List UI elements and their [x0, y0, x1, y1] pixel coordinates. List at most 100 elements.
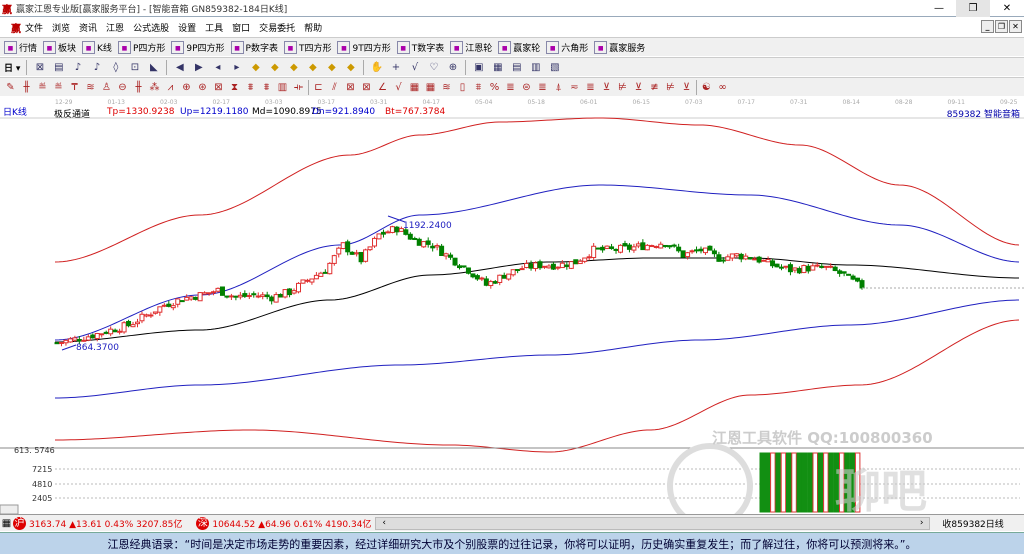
- draw-tool-icon[interactable]: ✎: [6, 81, 15, 93]
- tool-icon[interactable]: ◆: [347, 61, 355, 73]
- panel-toggle-button[interactable]: [0, 504, 19, 514]
- menu-window[interactable]: 窗口: [232, 23, 251, 34]
- draw-tool-icon[interactable]: ⊠: [346, 81, 355, 93]
- toolbar-target[interactable]: ■ 江恩轮: [450, 40, 492, 54]
- mdi-restore-button[interactable]: ❐: [995, 20, 1008, 33]
- menu-help[interactable]: 帮助: [304, 23, 323, 34]
- toolbar-hexagon[interactable]: ■ 六角形: [546, 40, 588, 54]
- draw-tool-icon[interactable]: ⊠: [214, 81, 223, 93]
- draw-tool-icon[interactable]: ⊏: [314, 81, 323, 93]
- tool-icon[interactable]: ▤: [54, 61, 64, 73]
- menu-browse[interactable]: 浏览: [52, 23, 71, 34]
- draw-tool-icon[interactable]: ☯: [702, 81, 711, 93]
- tool-icon[interactable]: √: [411, 61, 419, 73]
- tool-icon[interactable]: ✋: [370, 61, 384, 73]
- draw-tool-icon[interactable]: ₸: [71, 81, 78, 93]
- sz-index[interactable]: 10644.52 ▲64.96 0.61% 4190.34亿: [212, 519, 372, 530]
- tool-icon[interactable]: ♪: [74, 61, 82, 73]
- toolbar-9P[interactable]: ■ 9P四方形: [171, 40, 225, 54]
- toolbar-T4[interactable]: ■ T四方形: [283, 40, 331, 54]
- draw-tool-icon[interactable]: ⫽: [332, 81, 337, 93]
- menu-settings[interactable]: 设置: [178, 23, 197, 34]
- tool-icon[interactable]: ▣: [474, 61, 484, 73]
- draw-tool-icon[interactable]: ≝: [38, 81, 47, 93]
- draw-tool-icon[interactable]: ⩩: [263, 81, 270, 93]
- draw-tool-icon[interactable]: ≢: [650, 81, 659, 93]
- menu-file[interactable]: 文件: [25, 23, 44, 34]
- draw-tool-icon[interactable]: ⊭: [618, 81, 627, 93]
- toolbar-P4[interactable]: ■ P四方形: [117, 40, 165, 54]
- draw-tool-icon[interactable]: ≋: [442, 81, 451, 93]
- draw-tool-icon[interactable]: ⊛: [198, 81, 207, 93]
- horizontal-scrollbar[interactable]: ‹ ›: [375, 516, 931, 530]
- draw-tool-icon[interactable]: ⊖: [118, 81, 127, 93]
- draw-tool-icon[interactable]: ≣: [506, 81, 515, 93]
- draw-tool-icon[interactable]: ≋: [86, 81, 95, 93]
- draw-tool-icon[interactable]: ⊻: [682, 81, 691, 93]
- toolbar-grid[interactable]: ■ 行情: [4, 40, 37, 54]
- tool-icon[interactable]: ▤: [512, 61, 522, 73]
- draw-tool-icon[interactable]: ∞: [718, 81, 727, 93]
- draw-tool-icon[interactable]: ⩘: [167, 81, 174, 93]
- draw-tool-icon[interactable]: ⁂: [149, 81, 160, 93]
- tool-icon[interactable]: ▦: [493, 61, 503, 73]
- draw-tool-icon[interactable]: ⩩: [247, 81, 254, 93]
- restore-button[interactable]: ❐: [956, 0, 990, 17]
- draw-tool-icon[interactable]: ≣: [586, 81, 595, 93]
- draw-tool-icon[interactable]: √: [395, 81, 402, 93]
- draw-tool-icon[interactable]: ⟛: [293, 81, 304, 93]
- tool-icon[interactable]: ◆: [252, 61, 260, 73]
- draw-tool-icon[interactable]: ⊠: [362, 81, 371, 93]
- draw-tool-icon[interactable]: ⩨: [475, 81, 482, 93]
- draw-tool-icon[interactable]: ⧗: [230, 81, 239, 93]
- tool-icon[interactable]: ▸: [234, 61, 240, 73]
- minimize-button[interactable]: —: [934, 3, 944, 14]
- tool-icon[interactable]: ♪: [93, 61, 101, 73]
- mdi-minimize-button[interactable]: _: [981, 20, 994, 33]
- tool-icon[interactable]: ▧: [550, 61, 560, 73]
- draw-tool-icon[interactable]: ≣: [538, 81, 547, 93]
- draw-tool-icon[interactable]: ⊻: [634, 81, 643, 93]
- draw-tool-icon[interactable]: ╫: [135, 81, 142, 93]
- draw-tool-icon[interactable]: ▦: [409, 81, 420, 93]
- draw-tool-icon[interactable]: ▯: [459, 81, 466, 93]
- toolbar-wheel[interactable]: ■ 赢家轮: [498, 40, 540, 54]
- tool-icon[interactable]: ◀: [176, 61, 184, 73]
- menu-tools[interactable]: 工具: [205, 23, 224, 34]
- draw-tool-icon[interactable]: ⊜: [522, 81, 531, 93]
- draw-tool-icon[interactable]: ▦: [425, 81, 436, 93]
- tool-icon[interactable]: ◊: [113, 61, 119, 73]
- close-button[interactable]: ✕: [1002, 3, 1012, 14]
- tool-icon[interactable]: +: [391, 61, 401, 73]
- tool-icon[interactable]: ⊡: [130, 61, 140, 73]
- draw-tool-icon[interactable]: ⊭: [666, 81, 675, 93]
- draw-tool-icon[interactable]: ⊕: [182, 81, 191, 93]
- draw-tool-icon[interactable]: ⊻: [602, 81, 611, 93]
- draw-tool-icon[interactable]: ╫: [23, 81, 30, 93]
- tool-icon[interactable]: ⊕: [448, 61, 458, 73]
- menu-formula[interactable]: 公式选股: [133, 23, 170, 34]
- toolbar-PN[interactable]: ■ P数字表: [230, 40, 278, 54]
- draw-tool-icon[interactable]: %: [489, 81, 500, 93]
- toolbar-TN[interactable]: ■ T数字表: [396, 40, 444, 54]
- menu-gann[interactable]: 江恩: [106, 23, 125, 34]
- kline-chart[interactable]: 1192.2400 864.3700 613. 5746 7215 4810 2405: [0, 97, 1024, 514]
- draw-tool-icon[interactable]: ⍋: [555, 81, 562, 93]
- draw-tool-icon[interactable]: ▥: [277, 81, 288, 93]
- tool-icon[interactable]: ▥: [531, 61, 541, 73]
- tool-icon[interactable]: ◆: [328, 61, 336, 73]
- tool-icon[interactable]: ◆: [271, 61, 279, 73]
- period-select[interactable]: 日 ▾: [4, 63, 21, 74]
- draw-tool-icon[interactable]: ∠: [378, 81, 387, 93]
- tool-icon[interactable]: ◣: [150, 61, 158, 73]
- toolbar-candle[interactable]: ■ K线: [82, 40, 112, 54]
- tool-icon[interactable]: ♡: [429, 61, 439, 73]
- grid-icon[interactable]: ▦: [1, 517, 12, 529]
- draw-tool-icon[interactable]: ♙: [102, 81, 111, 93]
- toolbar-blocks[interactable]: ■ 板块: [43, 40, 76, 54]
- draw-tool-icon[interactable]: ≝: [54, 81, 63, 93]
- tool-icon[interactable]: ◆: [309, 61, 317, 73]
- tool-icon[interactable]: ⊠: [35, 61, 45, 73]
- menu-trade[interactable]: 交易委托: [259, 23, 296, 34]
- toolbar-9T[interactable]: ■ 9T四方形: [337, 40, 391, 54]
